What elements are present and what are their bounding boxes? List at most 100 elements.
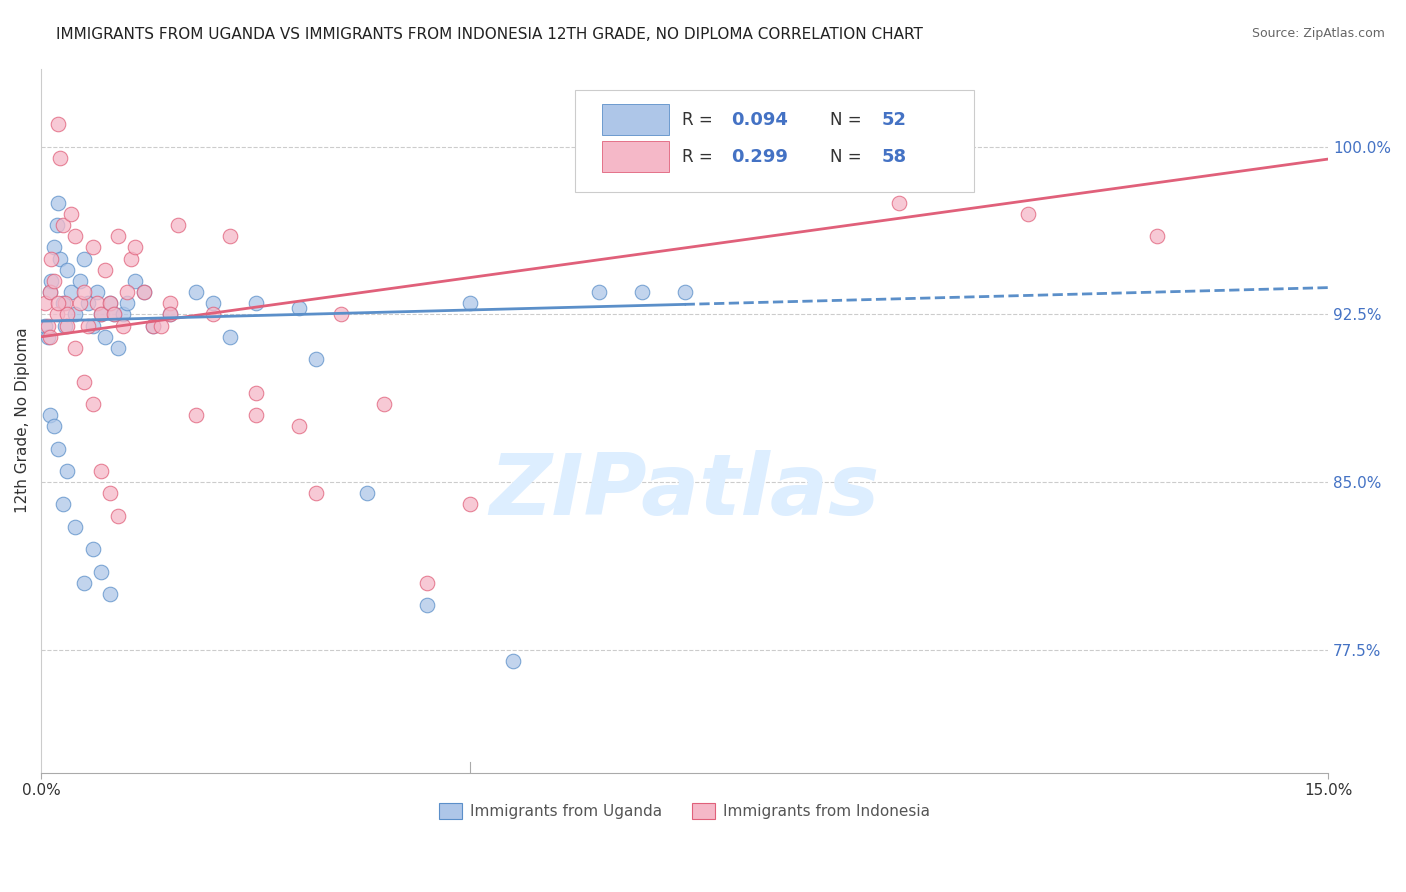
- Point: [287, 419, 309, 434]
- Point: [56, 262, 79, 277]
- Point: [45, 308, 67, 322]
- Point: [150, 318, 173, 333]
- Point: [77, 318, 100, 333]
- Point: [90, 464, 112, 478]
- Legend: Immigrants from Uganda, Immigrants from Indonesia: Immigrants from Uganda, Immigrants from …: [433, 797, 936, 825]
- Point: [94, 330, 117, 344]
- Point: [94, 262, 117, 277]
- Point: [142, 318, 165, 333]
- FancyBboxPatch shape: [602, 104, 669, 136]
- Point: [90, 308, 112, 322]
- Point: [1017, 207, 1039, 221]
- Point: [45, 218, 67, 232]
- Point: [51, 498, 73, 512]
- Point: [305, 486, 328, 500]
- Point: [82, 397, 104, 411]
- Point: [65, 229, 87, 244]
- Point: [630, 285, 652, 299]
- Point: [86, 296, 108, 310]
- Point: [42, 419, 65, 434]
- Point: [51, 218, 73, 232]
- Point: [673, 285, 696, 299]
- Point: [37, 330, 59, 344]
- Point: [98, 296, 121, 310]
- Point: [218, 330, 240, 344]
- Point: [90, 308, 112, 322]
- Point: [82, 318, 104, 333]
- Text: 58: 58: [882, 147, 907, 166]
- Point: [69, 296, 91, 310]
- Point: [73, 375, 96, 389]
- Point: [98, 296, 121, 310]
- Point: [142, 318, 165, 333]
- Text: 52: 52: [882, 111, 907, 129]
- Point: [56, 308, 79, 322]
- Point: [65, 520, 87, 534]
- Point: [42, 274, 65, 288]
- Point: [201, 308, 224, 322]
- Point: [1146, 229, 1168, 244]
- Point: [111, 318, 134, 333]
- Text: R =: R =: [682, 147, 718, 166]
- Point: [38, 285, 60, 299]
- Point: [77, 296, 100, 310]
- Point: [60, 285, 83, 299]
- Point: [159, 308, 181, 322]
- Point: [41, 252, 63, 266]
- Y-axis label: 12th Grade, No Diploma: 12th Grade, No Diploma: [15, 328, 30, 514]
- Point: [887, 195, 910, 210]
- Point: [159, 296, 181, 310]
- Point: [356, 486, 378, 500]
- Point: [416, 598, 439, 612]
- Point: [53, 296, 76, 310]
- Point: [38, 330, 60, 344]
- Point: [46, 117, 69, 131]
- Point: [65, 308, 87, 322]
- Text: 0.094: 0.094: [731, 111, 787, 129]
- Point: [46, 296, 69, 310]
- Point: [60, 207, 83, 221]
- Point: [588, 285, 610, 299]
- Point: [458, 296, 481, 310]
- Point: [305, 352, 328, 367]
- Text: R =: R =: [682, 111, 718, 129]
- Point: [56, 464, 79, 478]
- Point: [46, 442, 69, 456]
- Point: [218, 229, 240, 244]
- Point: [73, 252, 96, 266]
- Point: [115, 296, 138, 310]
- Point: [167, 218, 190, 232]
- FancyBboxPatch shape: [602, 141, 669, 172]
- Point: [86, 285, 108, 299]
- Point: [49, 252, 72, 266]
- Point: [132, 285, 155, 299]
- Point: [245, 408, 267, 422]
- Point: [107, 229, 129, 244]
- Point: [41, 274, 63, 288]
- Point: [51, 296, 73, 310]
- FancyBboxPatch shape: [575, 90, 974, 192]
- Point: [673, 140, 696, 154]
- Text: Source: ZipAtlas.com: Source: ZipAtlas.com: [1251, 27, 1385, 40]
- Point: [330, 308, 353, 322]
- Point: [103, 308, 125, 322]
- Point: [49, 151, 72, 165]
- Point: [502, 654, 524, 668]
- Point: [34, 318, 56, 333]
- Point: [82, 240, 104, 254]
- Point: [124, 274, 146, 288]
- Point: [107, 508, 129, 523]
- Point: [46, 195, 69, 210]
- Point: [53, 318, 76, 333]
- Point: [416, 575, 439, 590]
- Point: [69, 274, 91, 288]
- Point: [42, 240, 65, 254]
- Point: [120, 252, 142, 266]
- Point: [65, 341, 87, 355]
- Point: [115, 285, 138, 299]
- Point: [37, 318, 59, 333]
- Point: [103, 308, 125, 322]
- Point: [845, 140, 868, 154]
- Point: [245, 385, 267, 400]
- Point: [107, 341, 129, 355]
